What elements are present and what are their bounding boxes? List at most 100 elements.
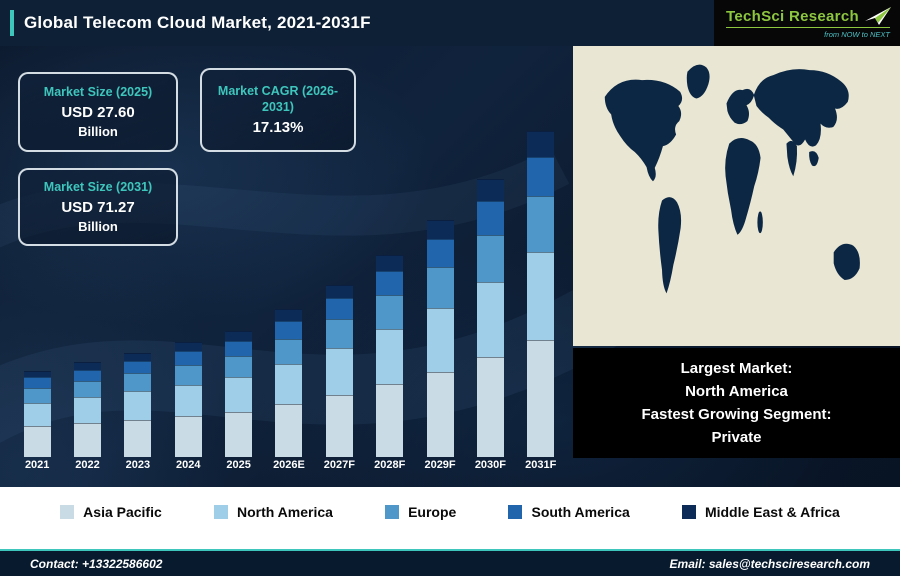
bar-segment (527, 131, 555, 158)
bar-segment (325, 284, 353, 299)
stat-value: USD 71.27 (61, 198, 135, 216)
main-canvas: Market Size (2025) USD 27.60 Billion Mar… (0, 45, 900, 487)
stat-box-market-size-2025: Market Size (2025) USD 27.60 Billion (18, 72, 178, 152)
logo-text: TechSci Research (726, 7, 859, 25)
legend-item: Middle East & Africa (681, 504, 840, 520)
bar-column (213, 127, 263, 457)
bar-segment (527, 196, 555, 252)
bar-segment (225, 330, 253, 341)
legend-label: South America (531, 504, 630, 520)
bar-segment (225, 411, 253, 457)
stat-box-market-cagr: Market CAGR (2026-2031) 17.13% (200, 68, 356, 152)
bar-column (465, 127, 515, 457)
bar-segment (23, 377, 51, 388)
bar-segment (74, 381, 102, 398)
bar-segment (74, 397, 102, 423)
bar-segment (174, 351, 202, 366)
bar-segment (275, 321, 303, 340)
legend-item: Europe (385, 504, 456, 520)
logo-tagline: from NOW to NEXT (726, 27, 890, 39)
stacked-bar (376, 254, 404, 457)
x-axis-label: 2026E (273, 459, 305, 471)
x-axis-label: 2028F (374, 459, 406, 471)
bar-column (264, 127, 314, 457)
legend-swatch (60, 505, 75, 519)
bar-segment (476, 179, 504, 202)
bar-segment (426, 267, 454, 308)
stacked-bar (225, 330, 253, 457)
stacked-bar (527, 131, 555, 457)
stacked-bar (275, 309, 303, 457)
footer-contact: Contact: +13322586602 (30, 556, 163, 571)
bar-segment (174, 384, 202, 416)
techsci-logo: TechSci Research from NOW to NEXT (714, 0, 900, 46)
bar-column (314, 127, 364, 457)
bar-segment (476, 356, 504, 457)
legend-item: North America (213, 504, 333, 520)
stat-label: Market Size (2025) (43, 85, 153, 100)
bar-segment (527, 339, 555, 457)
x-axis-label: 2021 (24, 459, 50, 471)
stacked-bar (124, 352, 152, 457)
legend-swatch (681, 505, 696, 519)
bar-segment (325, 394, 353, 457)
bar-segment (275, 403, 303, 457)
footer-email: Email: sales@techsciresearch.com (669, 556, 870, 571)
bar-segment (476, 281, 504, 357)
legend-label: Europe (408, 504, 457, 520)
stat-value: USD 27.60 (61, 103, 135, 121)
bar-segment (325, 318, 353, 349)
bar-segment (325, 298, 353, 319)
x-axis-label: 2029F (424, 459, 456, 471)
stacked-bar (325, 284, 353, 457)
world-map (573, 45, 900, 346)
legend-label: Asia Pacific (83, 504, 162, 520)
bar-column (12, 127, 62, 457)
bar-segment (124, 391, 152, 420)
legend-swatch (385, 505, 400, 519)
stat-box-market-size-2031: Market Size (2031) USD 71.27 Billion (18, 168, 178, 246)
bar-column (365, 127, 415, 457)
stat-value: 17.13% (252, 118, 304, 136)
world-map-svg (573, 45, 900, 346)
bar-segment (23, 425, 51, 457)
paper-plane-icon (864, 7, 891, 25)
bar-segment (23, 370, 51, 378)
page-title: Global Telecom Cloud Market, 2021-2031F (24, 13, 371, 32)
x-axis-label: 2025 (226, 459, 251, 471)
bar-segment (376, 270, 404, 295)
stacked-bar-chart: 2021 2022 2023 2024 2025 2026E 2027F 2028F 2029F… (12, 127, 566, 479)
stacked-bar (74, 361, 102, 457)
bar-segment (275, 339, 303, 365)
stacked-bar (174, 342, 202, 457)
bar-segment (376, 294, 404, 329)
bar-segment (124, 352, 152, 361)
bar-segment (225, 377, 253, 412)
legend-swatch (213, 505, 228, 519)
panel-line: North America (685, 382, 788, 400)
bar-column (415, 127, 465, 457)
bar-segment (376, 254, 404, 271)
x-axis-labels: 2021 2022 2023 2024 2025 2026E 2027F 2028F 2029F… (12, 459, 566, 471)
legend-label: North America (236, 504, 333, 520)
stat-label: Market CAGR (2026-2031) (217, 84, 339, 114)
title-accent-bar (10, 10, 14, 36)
bar-segment (476, 201, 504, 235)
bar-segment (23, 387, 51, 403)
bar-segment (74, 361, 102, 370)
panel-line: Largest Market: (680, 359, 793, 377)
x-axis-label: 2031F (525, 459, 557, 471)
bar-segment (376, 383, 404, 457)
bars-row (12, 127, 566, 457)
bar-segment (124, 419, 152, 457)
bar-segment (174, 415, 202, 457)
bar-column (163, 127, 213, 457)
bar-segment (527, 251, 555, 340)
bar-segment (225, 340, 253, 356)
header: Global Telecom Cloud Market, 2021-2031F … (0, 0, 900, 46)
bar-segment (124, 361, 152, 374)
bar-segment (426, 238, 454, 268)
bar-segment (426, 219, 454, 239)
bar-segment (476, 234, 504, 282)
